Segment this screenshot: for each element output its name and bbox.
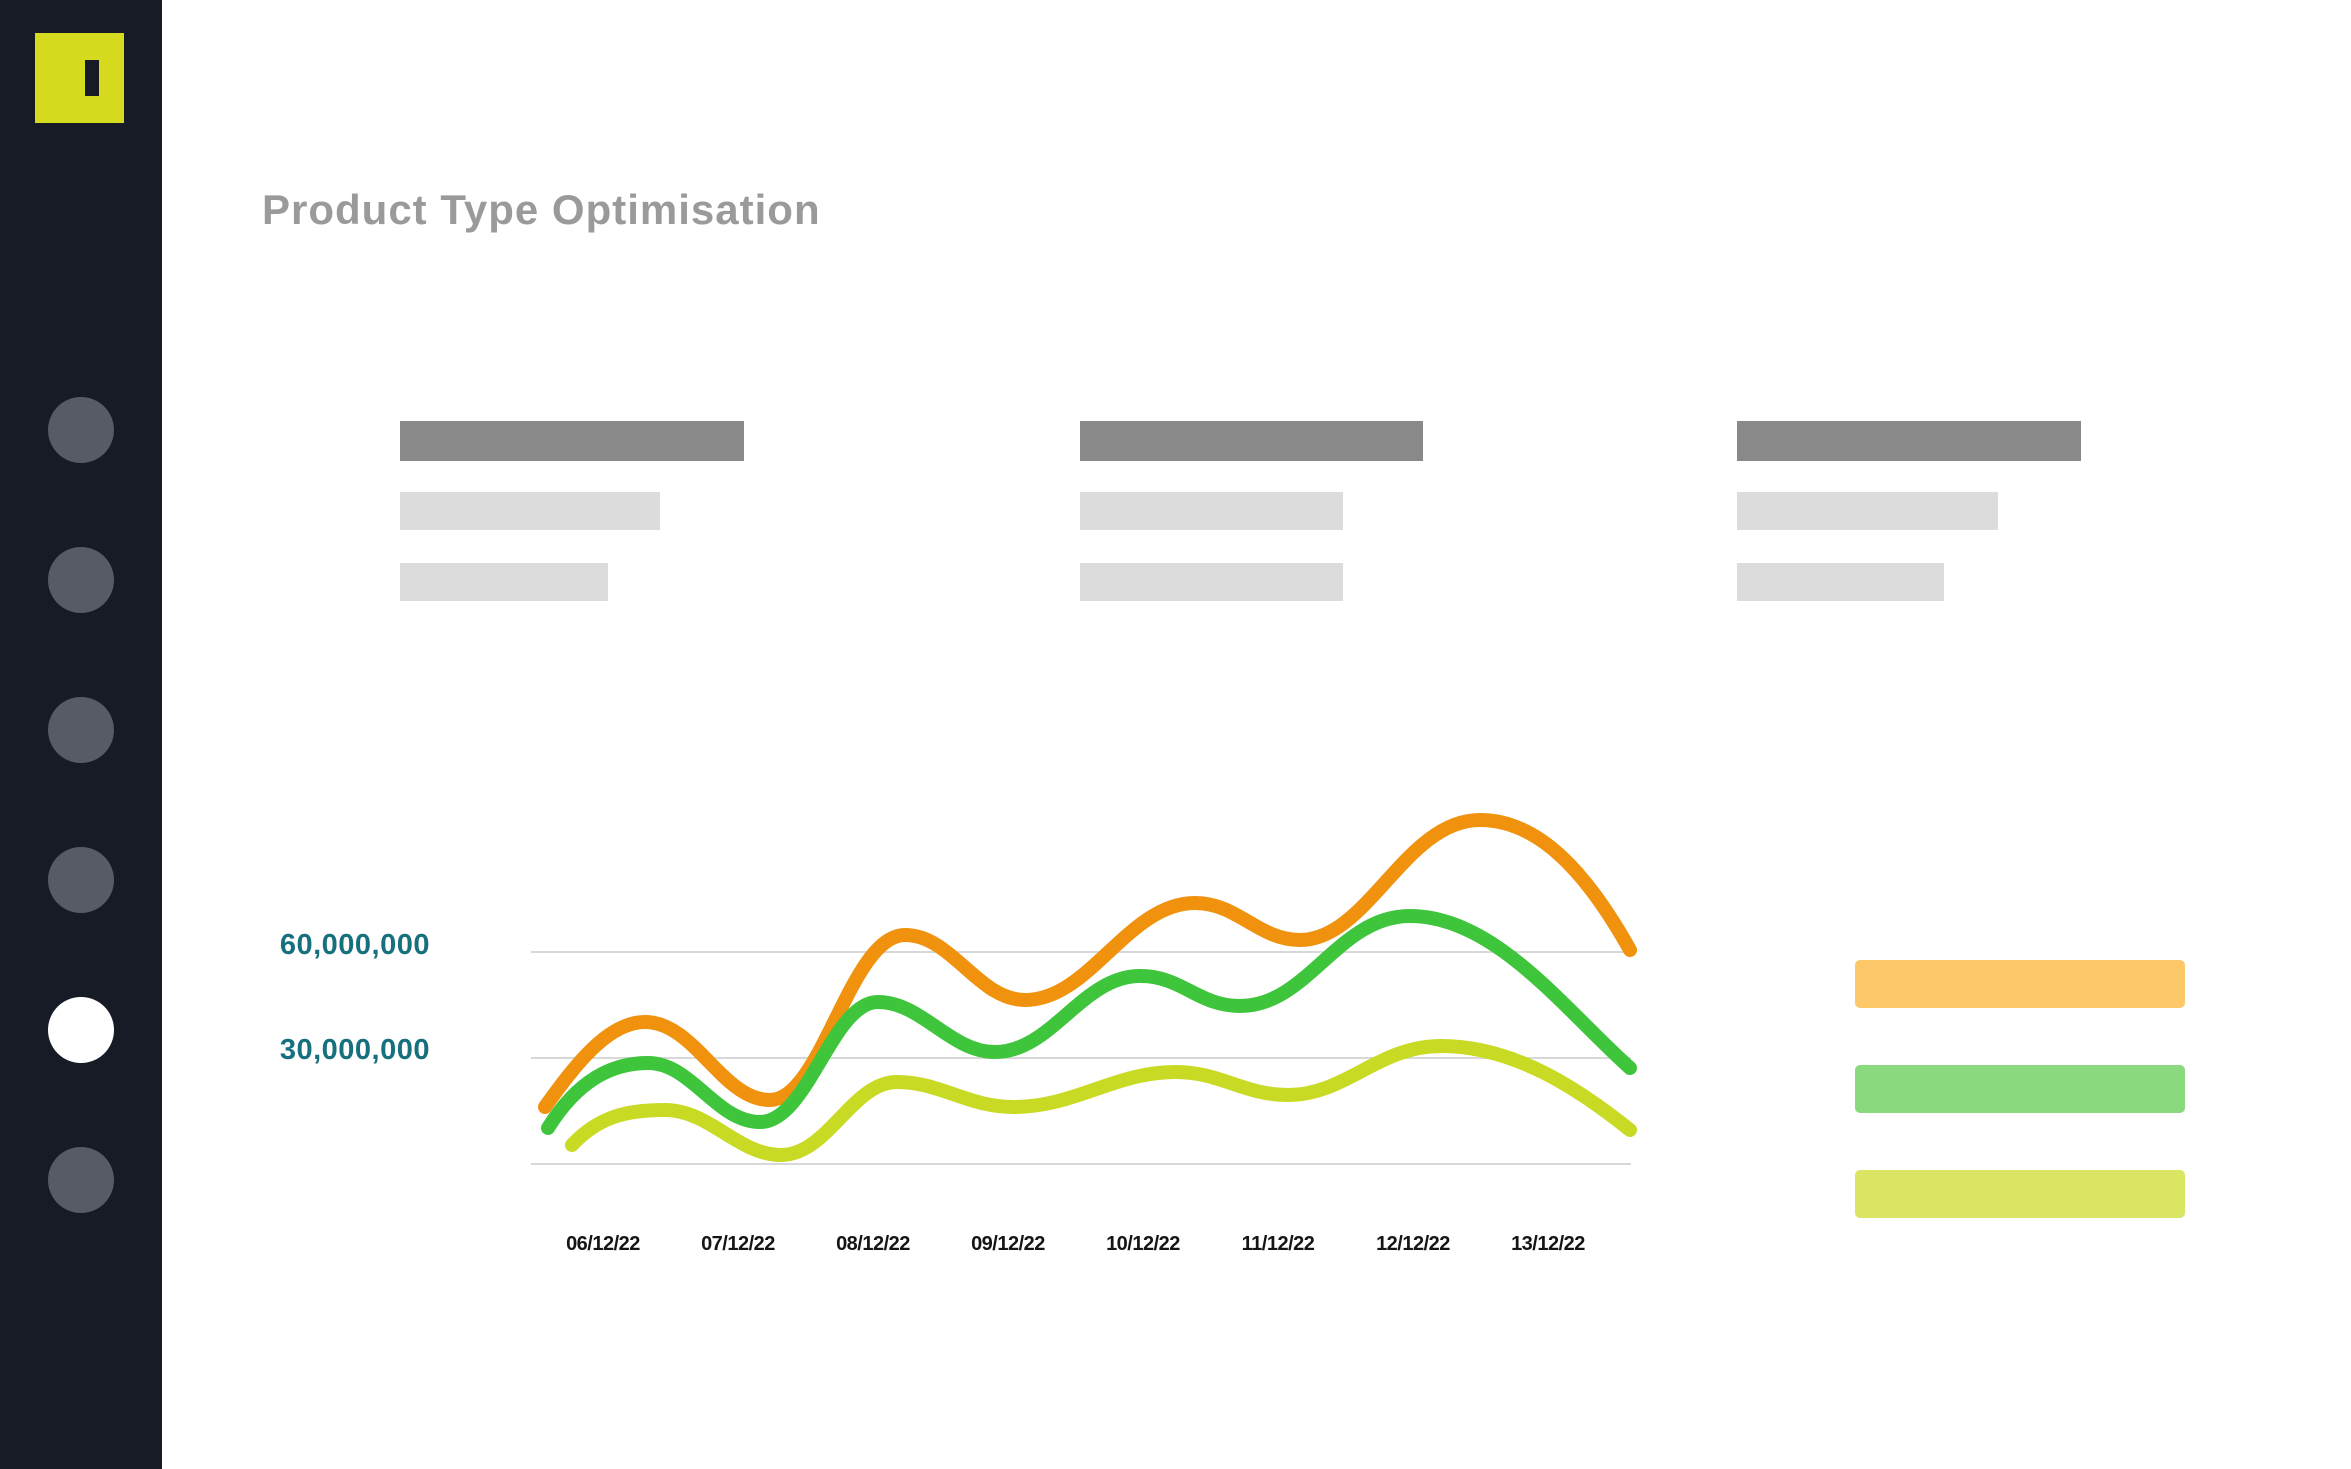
placeholder-bar-text-1: [1080, 492, 1343, 530]
legend-orange-swatch: [1855, 960, 2185, 1008]
sidebar-nav-item-2[interactable]: [48, 547, 114, 613]
sidebar-nav-item-5-active[interactable]: [48, 997, 114, 1063]
placeholder-bar-text-2: [400, 563, 608, 601]
x-axis-label-08-12-22: 08/12/22: [836, 1233, 910, 1255]
x-axis-label-07-12-22: 07/12/22: [701, 1233, 775, 1255]
placeholder-bar-text-1: [400, 492, 660, 530]
brand-logo[interactable]: [35, 33, 124, 123]
x-axis-label-10-12-22: 10/12/22: [1106, 1233, 1180, 1255]
line-chart: [531, 813, 1637, 1165]
x-axis-label-09-12-22: 09/12/22: [971, 1233, 1045, 1255]
legend-green-swatch: [1855, 1065, 2185, 1113]
y-axis-tick-60m: 60,000,000: [279, 929, 430, 961]
x-axis-label-06-12-22: 06/12/22: [566, 1233, 640, 1255]
x-axis-labels: 06/12/22 07/12/22 08/12/22 09/12/22 10/12/22…: [520, 1233, 1650, 1267]
sidebar-nav-item-6[interactable]: [48, 1147, 114, 1213]
x-axis-label-11-12-22: 11/12/22: [1241, 1233, 1315, 1255]
x-axis-label-12-12-22: 12/12/22: [1376, 1233, 1450, 1255]
sidebar-nav-item-4[interactable]: [48, 847, 114, 913]
series-line-green: [541, 909, 1637, 1135]
placeholder-bar-text-2: [1737, 563, 1944, 601]
placeholder-bar-text-1: [1737, 492, 1998, 530]
x-axis-label-13-12-22: 13/12/22: [1511, 1233, 1585, 1255]
legend-yellow-green-swatch: [1855, 1170, 2185, 1218]
placeholder-bar-title: [400, 421, 744, 461]
sidebar: [0, 0, 162, 1469]
page-title: Product Type Optimisation: [262, 186, 821, 233]
sidebar-nav-item-1[interactable]: [48, 397, 114, 463]
series-line-yellow-green: [565, 1039, 1637, 1162]
series-line-orange: [538, 813, 1637, 1114]
sidebar-nav-item-3[interactable]: [48, 697, 114, 763]
placeholder-bar-title: [1080, 421, 1423, 461]
brand-logo-mark-icon: [85, 60, 99, 96]
placeholder-bar-title: [1737, 421, 2081, 461]
y-axis-tick-30m: 30,000,000: [279, 1034, 430, 1066]
placeholder-bar-text-2: [1080, 563, 1343, 601]
